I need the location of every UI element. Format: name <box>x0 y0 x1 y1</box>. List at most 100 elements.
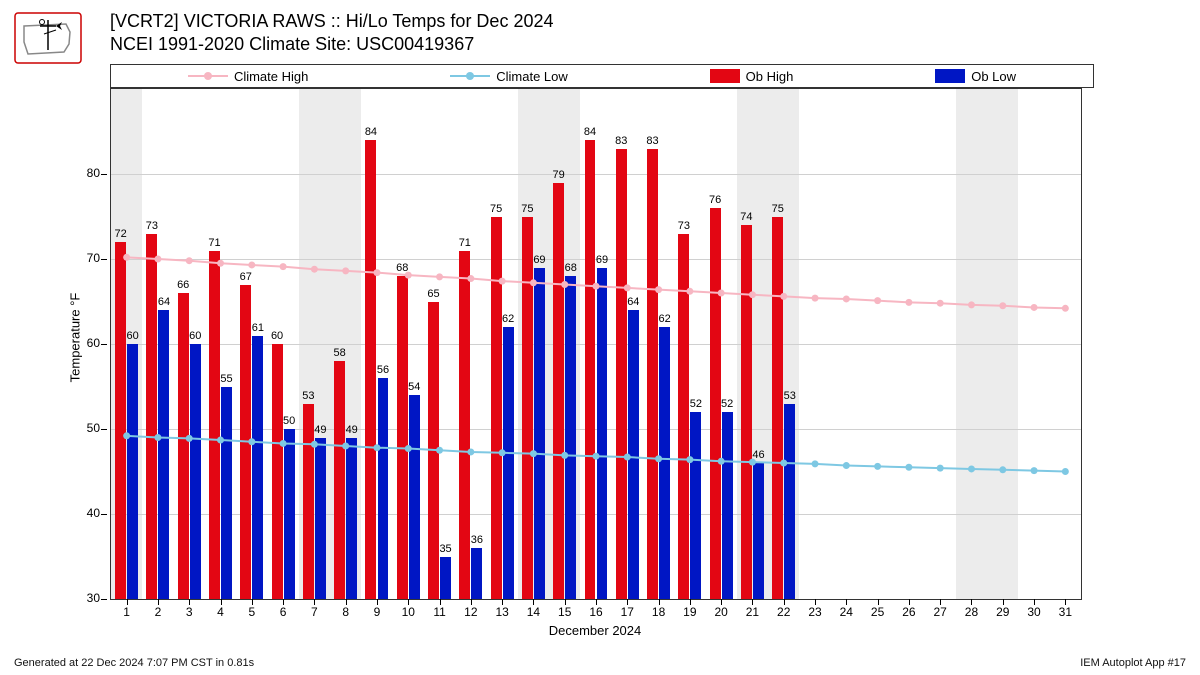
ob-low-bar <box>378 378 389 599</box>
ob-high-bar <box>710 208 721 599</box>
ob-low-bar <box>252 336 263 600</box>
ob-high-bar <box>741 225 752 599</box>
ob-low-bar-label: 54 <box>408 381 420 393</box>
ob-low-bar-label: 69 <box>533 254 545 266</box>
x-tick-label: 28 <box>965 605 978 619</box>
climate-high-line-marker <box>812 295 819 302</box>
climate-high-line-marker <box>874 297 881 304</box>
x-tick-label: 1 <box>123 605 130 619</box>
legend-climate-high-label: Climate High <box>234 69 308 84</box>
x-tick-label: 13 <box>495 605 508 619</box>
ob-high-bar-label: 79 <box>553 169 565 181</box>
climate-high-line-marker <box>1062 305 1069 312</box>
ob-high-bar <box>209 251 220 600</box>
ob-low-bar <box>127 344 138 599</box>
y-tick <box>101 599 107 600</box>
x-tick-label: 12 <box>464 605 477 619</box>
climate-high-line-marker <box>280 263 287 270</box>
ob-low-bar <box>784 404 795 600</box>
ob-low-bar <box>659 327 670 599</box>
ob-high-bar <box>178 293 189 599</box>
ob-high-bar <box>553 183 564 600</box>
footer-app: IEM Autoplot App #17 <box>1080 657 1186 669</box>
x-tick-label: 5 <box>248 605 255 619</box>
ob-low-bar <box>503 327 514 599</box>
ob-high-bar-label: 73 <box>678 220 690 232</box>
ob-high-bar-label: 67 <box>240 271 252 283</box>
ob-low-bar <box>158 310 169 599</box>
climate-low-line-marker <box>812 460 819 467</box>
x-tick-label: 31 <box>1059 605 1072 619</box>
y-tick-label: 50 <box>70 421 100 435</box>
ob-low-bar <box>471 548 482 599</box>
climate-high-line-marker <box>905 299 912 306</box>
ob-high-bar <box>678 234 689 600</box>
x-tick-label: 26 <box>902 605 915 619</box>
ob-high-bar-label: 66 <box>177 279 189 291</box>
ob-low-bar-label: 62 <box>658 313 670 325</box>
ob-high-bar-label: 76 <box>709 194 721 206</box>
ob-low-bar-label: 35 <box>439 543 451 555</box>
ob-low-bar <box>753 463 764 599</box>
climate-high-line-marker <box>843 295 850 302</box>
ob-high-bar-label: 74 <box>740 211 752 223</box>
ob-high-bar <box>522 217 533 600</box>
ob-high-bar-label: 53 <box>302 390 314 402</box>
y-tick-label: 60 <box>70 336 100 350</box>
x-tick-label: 3 <box>186 605 193 619</box>
x-tick-label: 25 <box>871 605 884 619</box>
ob-high-bar <box>616 149 627 600</box>
ob-high-bar-label: 75 <box>521 203 533 215</box>
ob-low-bar-label: 64 <box>158 296 170 308</box>
ob-high-bar <box>647 149 658 600</box>
legend-ob-high: Ob High <box>710 69 794 84</box>
ob-low-bar-label: 55 <box>220 373 232 385</box>
x-tick-label: 9 <box>374 605 381 619</box>
chart-legend: Climate High Climate Low Ob High Ob Low <box>110 64 1094 88</box>
chart-plot-area: 1234567891011121314151617181920212223242… <box>110 88 1082 600</box>
ob-low-bar <box>722 412 733 599</box>
climate-high-line-marker <box>1031 304 1038 311</box>
x-tick-label: 2 <box>155 605 162 619</box>
ob-high-bar-label: 83 <box>646 135 658 147</box>
ob-high-bar-label: 84 <box>365 126 377 138</box>
ob-low-bar-label: 53 <box>784 390 796 402</box>
ob-low-bar-label: 60 <box>127 330 139 342</box>
legend-climate-low: Climate Low <box>450 69 568 84</box>
ob-high-bar-label: 83 <box>615 135 627 147</box>
ob-low-bar-label: 56 <box>377 364 389 376</box>
x-tick-label: 7 <box>311 605 318 619</box>
ob-high-bar-label: 75 <box>490 203 502 215</box>
x-axis-title: December 2024 <box>110 623 1080 638</box>
ob-low-bar <box>315 438 326 600</box>
ob-low-bar-label: 46 <box>752 449 764 461</box>
title-line-2: NCEI 1991-2020 Climate Site: USC00419367 <box>110 33 554 56</box>
ob-low-bar <box>440 557 451 600</box>
ob-high-bar <box>334 361 345 599</box>
ob-low-bar <box>409 395 420 599</box>
ob-high-bar <box>146 234 157 600</box>
legend-ob-low-label: Ob Low <box>971 69 1016 84</box>
ob-high-bar <box>459 251 470 600</box>
y-tick <box>101 514 107 515</box>
ob-low-bar <box>690 412 701 599</box>
y-tick-label: 70 <box>70 251 100 265</box>
ob-high-bar <box>115 242 126 599</box>
x-tick-label: 27 <box>934 605 947 619</box>
ob-high-bar-label: 68 <box>396 262 408 274</box>
climate-low-line-marker <box>905 464 912 471</box>
ob-low-bar <box>221 387 232 600</box>
ob-high-bar-label: 60 <box>271 330 283 342</box>
ob-low-bar <box>346 438 357 600</box>
x-tick-label: 21 <box>746 605 759 619</box>
x-tick-label: 8 <box>342 605 349 619</box>
x-tick-label: 24 <box>840 605 853 619</box>
ob-low-bar-label: 50 <box>283 415 295 427</box>
ob-high-bar <box>428 302 439 600</box>
ob-low-bar <box>628 310 639 599</box>
ob-low-bar-label: 61 <box>252 322 264 334</box>
x-tick-label: 30 <box>1027 605 1040 619</box>
ob-low-bar-label: 64 <box>627 296 639 308</box>
climate-low-line-marker <box>1031 467 1038 474</box>
climate-high-line-marker <box>937 300 944 307</box>
